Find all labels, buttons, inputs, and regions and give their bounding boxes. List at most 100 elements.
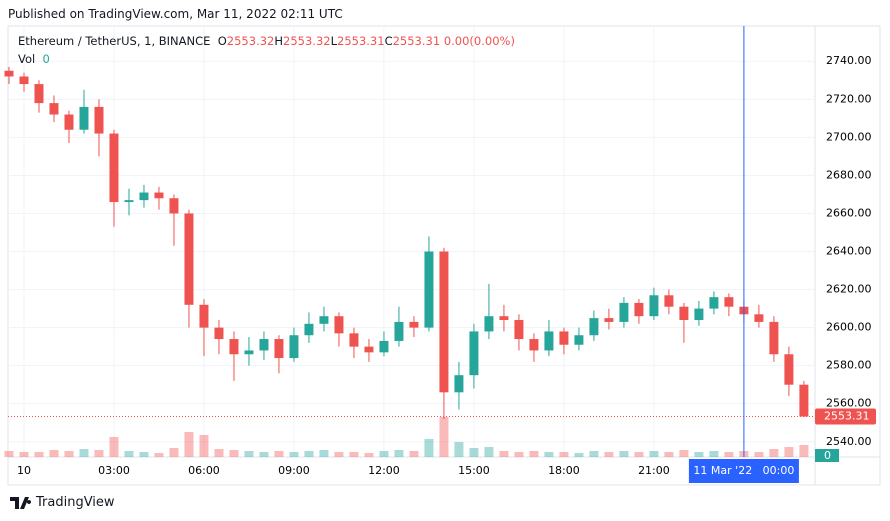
volume-bar — [394, 450, 404, 457]
volume-bar — [454, 442, 464, 457]
candle-body — [199, 304, 209, 328]
volume-bar — [484, 447, 494, 457]
candle-body — [4, 70, 14, 77]
candle-body — [589, 318, 599, 336]
volume-bar — [409, 451, 419, 457]
volume-bar — [709, 451, 719, 457]
volume-bar — [214, 449, 224, 457]
volume-label: Vol — [18, 52, 36, 66]
volume-bar — [79, 449, 89, 457]
candle-body — [799, 384, 809, 417]
ohlc-label: H — [274, 34, 284, 48]
volume-bar — [124, 451, 134, 457]
volume-bar — [94, 450, 104, 457]
y-tick-label: 2600.00 — [826, 321, 872, 334]
volume-bar — [529, 451, 539, 457]
volume-bar — [769, 449, 779, 457]
volume-bar — [784, 447, 794, 457]
x-tick-label: 12:00 — [368, 464, 400, 477]
candle-body — [529, 339, 539, 351]
crosshair-box — [688, 459, 799, 483]
y-tick-label: 2620.00 — [826, 283, 872, 296]
candle-body — [439, 251, 449, 393]
published-note: Published on TradingView.com, Mar 11, 20… — [8, 7, 343, 21]
candle-body — [679, 306, 689, 321]
candle-body — [124, 200, 134, 203]
ohlc-value: 2553.31 — [392, 34, 441, 48]
candle-body — [214, 327, 224, 340]
candle-body — [229, 339, 239, 355]
volume-bar — [514, 452, 524, 457]
change-pct: (0.00%) — [469, 34, 515, 48]
volume-bar — [169, 448, 179, 457]
candle-body — [364, 346, 374, 353]
volume-bar — [64, 451, 74, 457]
candle-body — [694, 308, 704, 321]
y-tick-label: 2540.00 — [826, 435, 872, 448]
volume-bar — [724, 452, 734, 457]
candle-body — [19, 76, 29, 85]
ohlc-value: 2553.32 — [226, 34, 275, 48]
y-tick-label: 2700.00 — [826, 130, 872, 143]
volume-bar — [19, 452, 29, 457]
candle-body — [664, 295, 674, 307]
candle-body — [304, 323, 314, 336]
candle-body — [109, 133, 119, 203]
x-tick-label: 10 — [17, 464, 31, 477]
candle-body — [454, 375, 464, 393]
candle-body — [139, 192, 149, 201]
volume-bar — [559, 452, 569, 457]
candle-body — [784, 354, 794, 385]
change: 0.00 — [443, 34, 470, 48]
candle-body — [514, 320, 524, 340]
y-tick-label: 2680.00 — [826, 168, 872, 181]
x-tick-label: 18:00 — [548, 464, 580, 477]
x-tick-label: 21:00 — [638, 464, 670, 477]
crosshair-label: 11 Mar '22 00:00 — [693, 464, 794, 477]
symbol-legend: Ethereum / TetherUS, 1, BINANCE O2553.32… — [18, 34, 515, 48]
x-tick-label: 06:00 — [188, 464, 220, 477]
volume-value: 0 — [42, 52, 50, 66]
logo — [10, 496, 32, 509]
candle-body — [349, 333, 359, 347]
y-tick-label: 2660.00 — [826, 206, 872, 219]
ohlc-value: 2553.32 — [283, 34, 331, 48]
candle-body — [259, 339, 269, 351]
candle-body — [544, 331, 554, 351]
volume-bar — [799, 445, 809, 457]
candle-body — [619, 302, 629, 322]
candle-body — [559, 331, 569, 345]
last-price-label: 2553.31 — [824, 409, 870, 422]
volume-bar — [364, 453, 374, 457]
y-tick-label: 2720.00 — [826, 92, 872, 105]
candle-body — [34, 84, 44, 104]
footer[interactable]: TradingView — [10, 495, 115, 510]
brand: TradingView — [36, 495, 115, 510]
volume-bar — [184, 432, 194, 457]
volume-bar — [34, 452, 44, 457]
volume-bar — [289, 452, 299, 457]
ohlc-value: 2553.31 — [337, 34, 385, 48]
volume-bar — [349, 452, 359, 457]
candle-body — [409, 321, 419, 328]
candle-body — [484, 316, 494, 332]
volume-bar — [379, 451, 389, 457]
volume-bar — [274, 451, 284, 457]
volume-bar — [634, 452, 644, 457]
candle-body — [424, 251, 434, 328]
volume-bar — [259, 452, 269, 457]
volume-bar — [499, 451, 509, 457]
candle-body — [319, 316, 329, 324]
candle-body — [94, 106, 104, 134]
volume-bar — [574, 453, 584, 457]
last-price-box — [815, 408, 876, 425]
y-tick-label: 2560.00 — [826, 397, 872, 410]
volume-bar — [439, 417, 449, 457]
candle-body — [709, 297, 719, 309]
volume-bar — [619, 451, 629, 457]
volume-bar — [229, 450, 239, 457]
volume-bar — [469, 448, 479, 457]
volume-bar — [4, 451, 14, 457]
y-tick-label: 2740.00 — [826, 54, 872, 67]
